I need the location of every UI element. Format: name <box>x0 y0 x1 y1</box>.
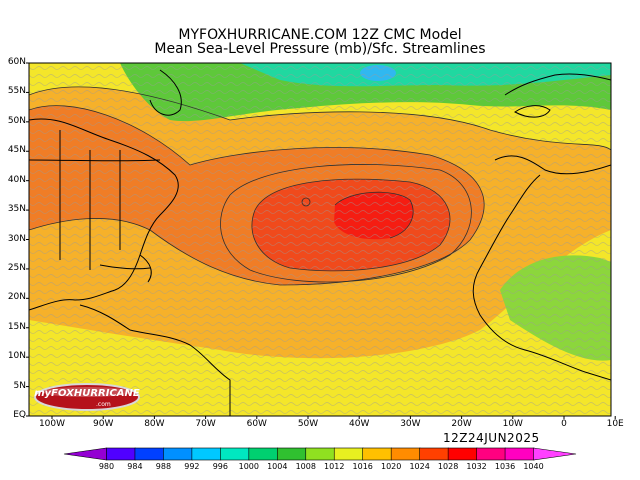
colorbar-segment <box>419 447 449 461</box>
myfox-hurricane-logo: myFOXHURRICANE .com <box>34 383 140 411</box>
logo-sub: .com <box>96 401 111 408</box>
colorbar-label: 1000 <box>238 462 259 471</box>
isobars <box>29 86 611 286</box>
colorbar-segment <box>305 447 336 461</box>
lat-label: 25N <box>7 262 26 273</box>
lon-label: 70W <box>195 419 216 429</box>
lon-label: 90W <box>93 419 114 429</box>
colorbar-label: 1032 <box>466 462 487 471</box>
lon-label: 10E <box>606 419 624 429</box>
colorbar-segment <box>390 447 421 461</box>
logo-text: myFOXHURRICANE <box>34 388 140 399</box>
colorbar-label: 1024 <box>409 462 430 471</box>
colorbar-label: 980 <box>98 462 115 471</box>
colorbar <box>63 447 577 461</box>
lat-label: 20N <box>7 292 26 303</box>
colorbar-label: 1020 <box>380 462 402 471</box>
colorbar-segment <box>504 447 535 461</box>
colorbar-label: 1040 <box>523 462 544 471</box>
lon-label: 60W <box>246 419 267 429</box>
lat-label: 10N <box>7 351 26 362</box>
axis-ticks <box>26 62 616 419</box>
chart-subtitle: Mean Sea-Level Pressure (mb)/Sfc. Stream… <box>154 41 486 57</box>
lon-label: 100W <box>38 419 66 429</box>
colorbar-label: 984 <box>127 462 143 471</box>
coastlines <box>29 69 611 416</box>
lat-label: 40N <box>7 174 26 185</box>
lat-label: 30N <box>7 233 26 244</box>
lon-label: 30W <box>400 419 421 429</box>
lat-label: 50N <box>7 115 26 126</box>
lon-label: 20W <box>451 419 472 429</box>
colorbar-segment <box>106 447 136 461</box>
model-run-timestamp: 12Z24JUN2025 <box>443 431 540 445</box>
colorbar-label: 988 <box>155 462 172 471</box>
colorbar-segment <box>362 447 392 461</box>
lat-label: 35N <box>7 204 26 215</box>
colorbar-label: 1004 <box>267 462 288 471</box>
lat-label: 60N <box>7 57 26 67</box>
colorbar-segment <box>163 447 193 461</box>
lat-label: EQ <box>13 410 26 420</box>
colorbar-segment <box>476 447 506 461</box>
lat-label: 55N <box>7 86 26 97</box>
colorbar-segment <box>248 447 279 461</box>
colorbar-segment <box>191 447 222 461</box>
colorbar-segment <box>447 447 478 461</box>
lon-label: 10W <box>502 419 523 429</box>
colorbar-segment <box>63 447 107 461</box>
colorbar-label: 1012 <box>324 462 345 471</box>
colorbar-label: 996 <box>212 462 228 471</box>
streamlines <box>29 63 611 416</box>
colorbar-segment <box>134 447 165 461</box>
colorbar-label: 1016 <box>352 462 373 471</box>
lat-label: 45N <box>7 145 26 156</box>
lon-label: 0 <box>561 419 567 429</box>
chart-title: MYFOXHURRICANE.COM 12Z CMC Model <box>178 27 462 43</box>
map-field <box>29 63 611 416</box>
colorbar-segment <box>533 447 577 461</box>
colorbar-segment <box>276 447 307 461</box>
colorbar-segment <box>333 447 364 461</box>
lon-label: 40W <box>349 419 370 429</box>
lat-label: 15N <box>7 321 26 332</box>
colorbar-label: 992 <box>184 462 200 471</box>
colorbar-label: 1008 <box>295 462 316 471</box>
colorbar-label: 1036 <box>494 462 516 471</box>
lat-label: 5N <box>13 380 26 391</box>
lon-label: 80W <box>144 419 165 429</box>
colorbar-label: 1028 <box>437 462 459 471</box>
lon-label: 50W <box>297 419 319 429</box>
colorbar-segment <box>220 447 250 461</box>
